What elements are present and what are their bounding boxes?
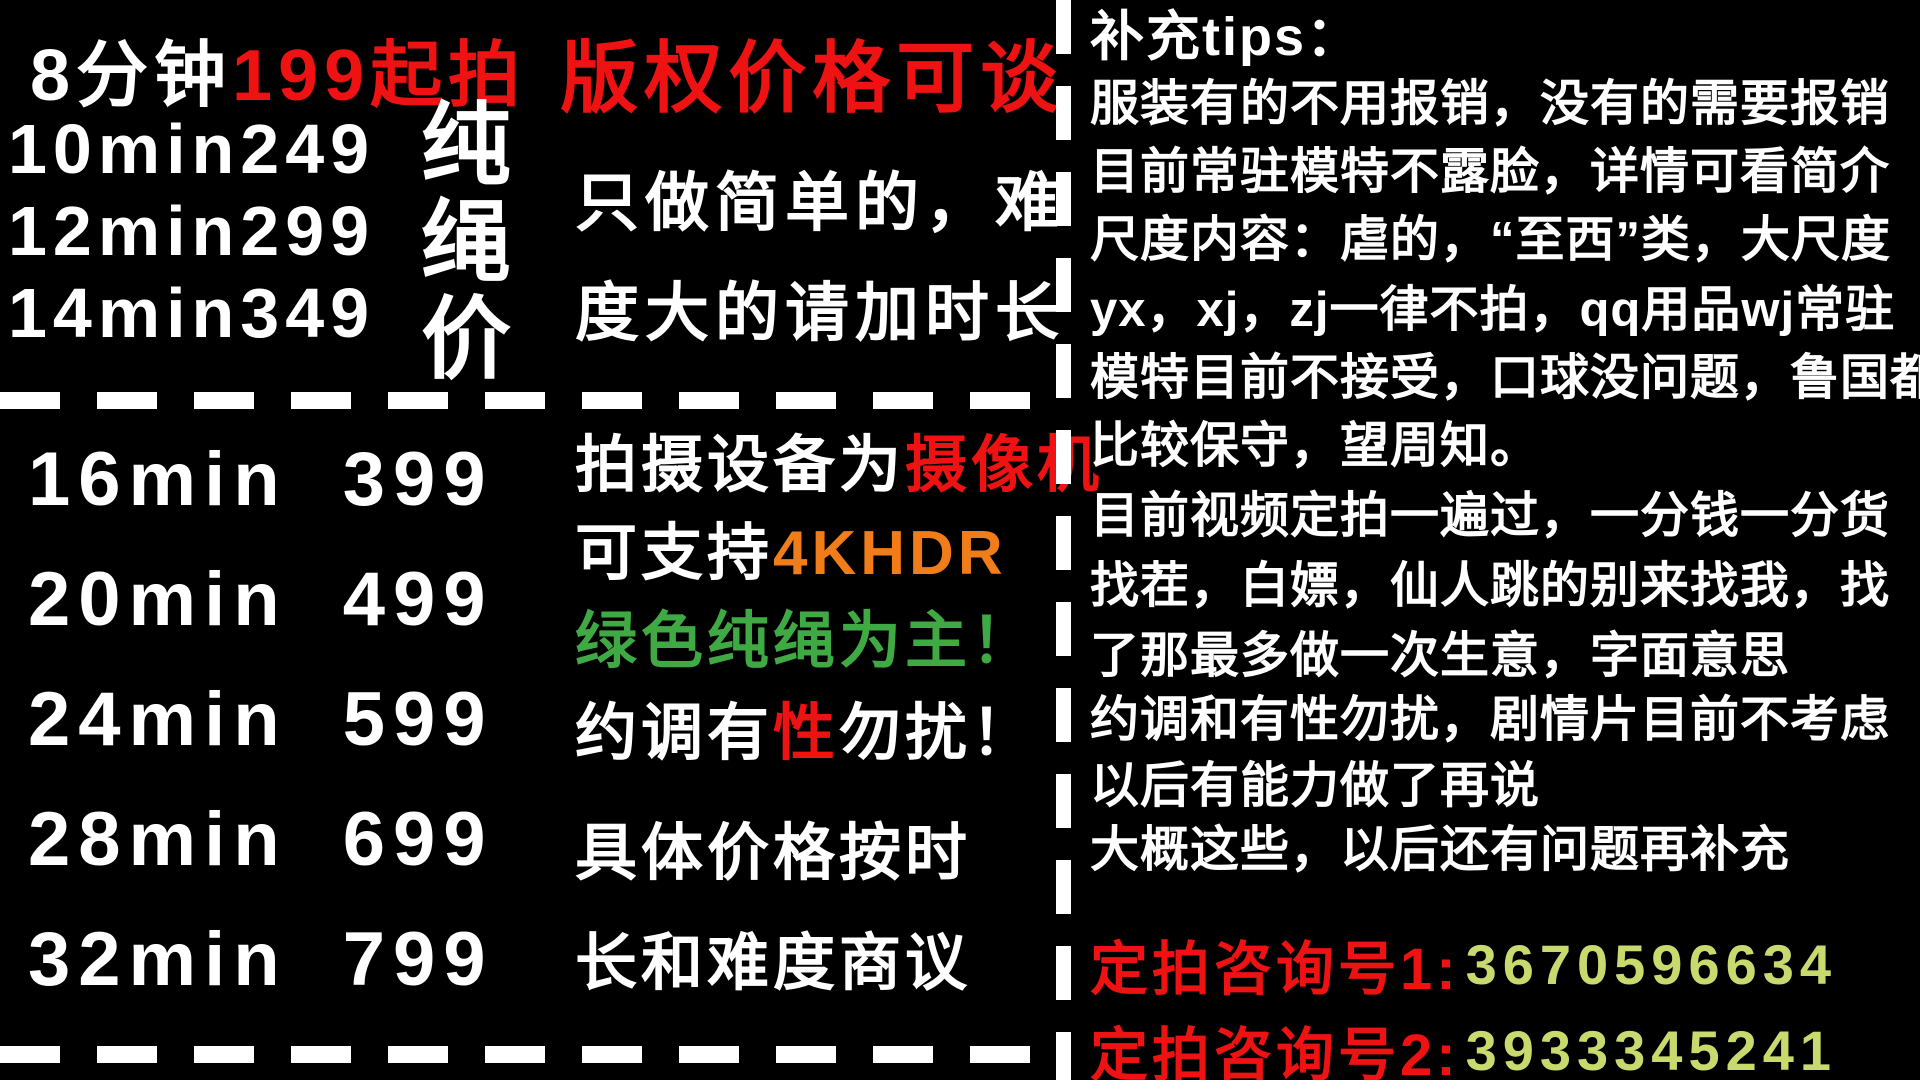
headline-start-price: 199起拍	[232, 36, 527, 116]
tip-line: 服装有的不用报销，没有的需要报销	[1090, 77, 1891, 131]
equipment-highlight: 摄像机	[905, 431, 1104, 500]
equipment-line: 拍摄设备为摄像机	[575, 435, 1103, 497]
contact-1-label: 定拍咨询号1:	[1090, 937, 1460, 1002]
headline-copyright-note: 版权价格可谈	[560, 34, 1065, 122]
price-row-14min: 14min349	[8, 274, 376, 352]
support-highlight-4khdr: 4KHDR	[773, 519, 1007, 588]
tip-line: 目前视频定拍一遍过，一分钱一分货	[1090, 489, 1891, 543]
headline: 8分钟 199起拍 版权价格可谈	[30, 16, 1064, 128]
contact-2-label: 定拍咨询号2:	[1090, 1023, 1460, 1080]
price-row-24min: 24min 599	[28, 677, 494, 762]
negotiate-line-2: 长和难度商议	[575, 929, 972, 998]
price-row-10min: 10min249	[8, 110, 376, 188]
warning-highlight: 性	[773, 699, 840, 768]
green-rope-line: 绿色纯绳为主！	[575, 607, 1038, 676]
price-row-16min: 16min 399	[28, 437, 494, 522]
dashed-divider-bottom	[0, 1046, 1052, 1063]
tip-line: 以后有能力做了再说	[1090, 759, 1541, 813]
tip-line: 了那最多做一次生意，字面意思	[1090, 629, 1791, 683]
tip-line: 比较保守，望周知。	[1090, 419, 1541, 473]
warning-line: 约调有性勿扰！	[575, 703, 1037, 765]
tip-line: yx，xj，zj一律不拍，qq用品wj常驻	[1090, 283, 1896, 337]
contact-row-2: 定拍咨询号2: 3933345241	[1090, 1008, 1837, 1080]
tip-line: 找茬，白嫖，仙人跳的别来找我，找	[1090, 559, 1891, 613]
support-prefix: 可支持	[575, 519, 774, 588]
dashed-divider-top	[0, 392, 1052, 409]
tip-line: 大概这些，以后还有问题再补充	[1090, 823, 1791, 877]
warning-post: 勿扰！	[839, 699, 1038, 768]
tip-line: 目前常驻模特不露脸，详情可看简介	[1090, 145, 1891, 199]
tips-title: 补充tips：	[1090, 7, 1363, 67]
dashed-divider-vertical	[1056, 0, 1071, 1080]
contact-2-number: 3933345241	[1465, 1018, 1838, 1080]
negotiate-line-1: 具体价格按时	[575, 819, 972, 888]
warning-pre: 约调有	[575, 699, 774, 768]
headline-duration: 8分钟	[30, 36, 233, 116]
tip-line: 尺度内容：虐的，“至西”类，大尺度	[1090, 213, 1892, 267]
tip-line: 约调和有性勿扰，剧情片目前不考虑	[1090, 693, 1891, 747]
contact-1-number: 3670596634	[1465, 932, 1838, 996]
contact-row-1: 定拍咨询号1: 3670596634	[1090, 922, 1837, 1006]
price-row-28min: 28min 699	[28, 797, 494, 882]
vertical-label-pure-rope-price: 纯绳价	[421, 96, 511, 390]
note-line-2: 度大的请加时长	[575, 277, 1065, 349]
support-line: 可支持4KHDR	[575, 523, 1007, 585]
tip-line: 模特目前不接受，口球没问题，鲁国都	[1090, 351, 1920, 405]
price-row-20min: 20min 499	[28, 557, 494, 642]
note-line-1: 只做简单的，难	[575, 167, 1065, 239]
equipment-prefix: 拍摄设备为	[575, 431, 906, 500]
price-row-32min: 32min 799	[28, 917, 494, 1002]
price-row-12min: 12min299	[8, 192, 376, 270]
